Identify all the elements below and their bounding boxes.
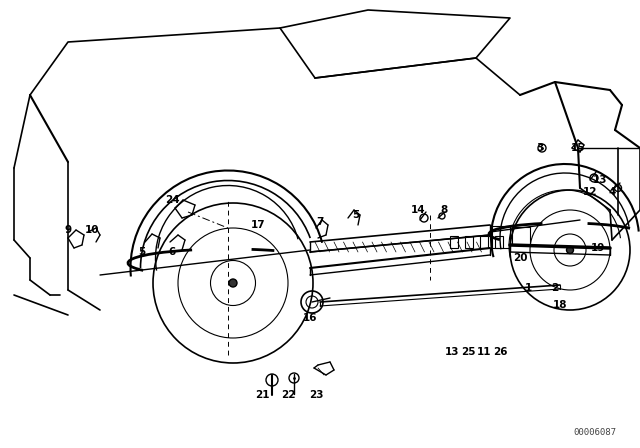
Text: 20: 20 <box>513 253 527 263</box>
Text: 12: 12 <box>583 187 597 197</box>
Text: 11: 11 <box>477 347 492 357</box>
Text: 19: 19 <box>591 243 605 253</box>
Text: 13: 13 <box>445 347 460 357</box>
Bar <box>465 236 473 248</box>
Text: 1: 1 <box>524 283 532 293</box>
Text: 24: 24 <box>164 195 179 205</box>
Bar <box>495 236 503 248</box>
Bar <box>450 236 458 248</box>
Text: 16: 16 <box>303 313 317 323</box>
Text: 7: 7 <box>316 217 324 227</box>
Text: 13: 13 <box>593 175 607 185</box>
Text: 26: 26 <box>493 347 508 357</box>
Text: 21: 21 <box>255 390 269 400</box>
Text: 5: 5 <box>353 210 360 220</box>
Text: 00006087: 00006087 <box>573 427 616 436</box>
Bar <box>480 236 488 248</box>
Text: 9: 9 <box>65 225 72 235</box>
Bar <box>492 226 510 248</box>
Bar <box>512 227 530 245</box>
Text: 6: 6 <box>168 247 175 257</box>
Text: 3: 3 <box>536 143 543 153</box>
Text: 14: 14 <box>411 205 426 215</box>
Text: 18: 18 <box>553 300 567 310</box>
Text: 23: 23 <box>308 390 323 400</box>
Text: 22: 22 <box>281 390 295 400</box>
Ellipse shape <box>229 279 237 287</box>
Text: 8: 8 <box>440 205 447 215</box>
Text: 4: 4 <box>608 187 616 197</box>
Text: 2: 2 <box>552 283 559 293</box>
Text: 5: 5 <box>138 247 146 257</box>
Text: 10: 10 <box>84 225 99 235</box>
Ellipse shape <box>566 246 573 254</box>
Text: 15: 15 <box>571 143 585 153</box>
Text: 17: 17 <box>251 220 266 230</box>
Text: 25: 25 <box>461 347 476 357</box>
